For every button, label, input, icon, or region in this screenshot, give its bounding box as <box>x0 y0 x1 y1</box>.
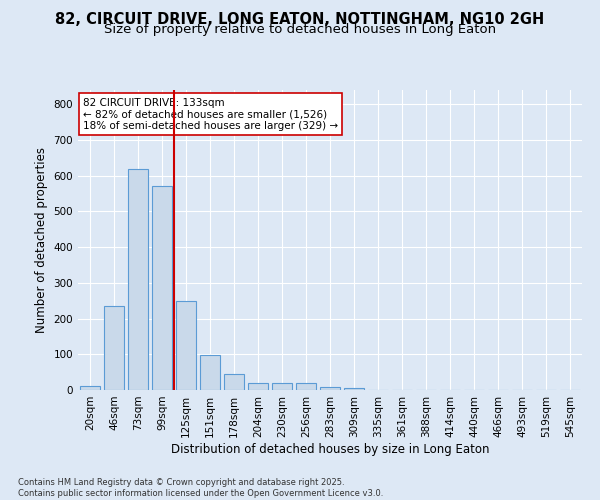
Bar <box>104 306 124 390</box>
Bar <box>152 186 172 390</box>
Bar <box>200 355 220 390</box>
Bar <box>296 383 316 390</box>
Bar <box>272 383 292 390</box>
Bar <box>320 387 340 390</box>
Text: Contains HM Land Registry data © Crown copyright and database right 2025.
Contai: Contains HM Land Registry data © Crown c… <box>18 478 383 498</box>
Bar <box>176 300 196 390</box>
Bar <box>344 388 364 390</box>
Text: Size of property relative to detached houses in Long Eaton: Size of property relative to detached ho… <box>104 22 496 36</box>
Y-axis label: Number of detached properties: Number of detached properties <box>35 147 48 333</box>
Bar <box>248 383 268 390</box>
Text: 82 CIRCUIT DRIVE: 133sqm
← 82% of detached houses are smaller (1,526)
18% of sem: 82 CIRCUIT DRIVE: 133sqm ← 82% of detach… <box>83 98 338 130</box>
Bar <box>128 168 148 390</box>
Bar <box>224 374 244 390</box>
X-axis label: Distribution of detached houses by size in Long Eaton: Distribution of detached houses by size … <box>171 442 489 456</box>
Bar <box>80 386 100 390</box>
Text: 82, CIRCUIT DRIVE, LONG EATON, NOTTINGHAM, NG10 2GH: 82, CIRCUIT DRIVE, LONG EATON, NOTTINGHA… <box>55 12 545 28</box>
